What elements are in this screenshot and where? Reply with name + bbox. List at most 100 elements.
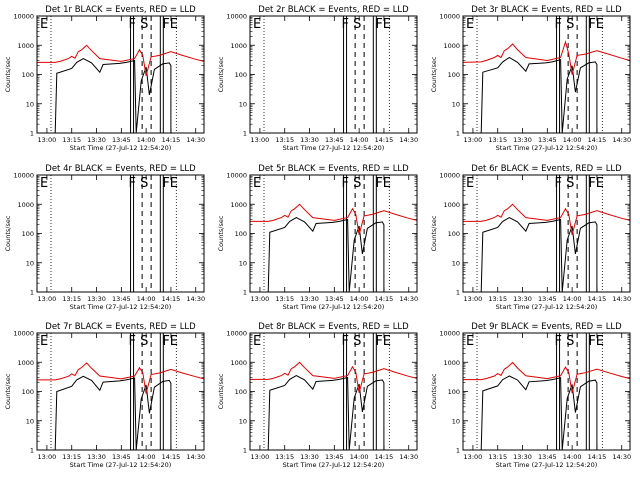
x-tick-label: 13:15	[275, 453, 294, 461]
marker-label-f: F	[555, 176, 562, 191]
y-tick-label: 1	[30, 289, 34, 297]
marker-label-e: E	[466, 334, 474, 349]
y-tick-label: 100	[22, 71, 34, 79]
x-tick-label: 13:00	[464, 136, 483, 144]
x-tick-label: 13:45	[538, 453, 557, 461]
marker-label-e: E	[40, 17, 48, 32]
y-tick-label: 1	[243, 289, 247, 297]
x-tick-label: 14:30	[612, 453, 631, 461]
y-tick-label: 10000	[439, 172, 460, 180]
x-axis-label: Start Time (27-Jul-12 12:54:20)	[283, 461, 385, 469]
marker-label-fe: FE	[588, 334, 604, 349]
x-tick-label: 14:00	[563, 295, 582, 303]
y-axis-label: Counts/sec	[430, 56, 438, 92]
marker-label-e: E	[253, 334, 261, 349]
x-tick-label: 13:45	[325, 295, 344, 303]
x-tick-label: 13:45	[112, 453, 131, 461]
marker-label-f: F	[129, 334, 136, 349]
y-tick-label: 1	[456, 130, 460, 138]
marker-label-fe: FE	[162, 176, 178, 191]
x-tick-label: 14:00	[563, 453, 582, 461]
x-tick-label: 13:00	[464, 453, 483, 461]
x-tick-label: 14:30	[612, 136, 631, 144]
y-tick-label: 1	[456, 447, 460, 455]
marker-label-fe: FE	[375, 334, 391, 349]
x-tick-label: 13:00	[38, 136, 57, 144]
y-tick-label: 1000	[230, 359, 247, 367]
panel-4: Det 4r BLACK = Events, RED = LLD E F S FE 1 10…	[4, 164, 205, 311]
y-tick-label: 1000	[443, 42, 460, 50]
x-tick-label: 14:00	[137, 295, 156, 303]
panel-1: Det 1r BLACK = Events, RED = LLD E F S FE 1 10…	[4, 5, 205, 152]
panel-title: Det 6r BLACK = Events, RED = LLD	[471, 164, 622, 174]
marker-label-f: F	[129, 176, 136, 191]
marker-label-s: S	[566, 334, 574, 349]
series-events	[37, 58, 172, 134]
x-tick-label: 13:30	[300, 453, 319, 461]
x-axis-label: Start Time (27-Jul-12 12:54:20)	[283, 144, 385, 152]
x-tick-label: 13:45	[325, 453, 344, 461]
x-tick-label: 13:00	[251, 295, 270, 303]
y-tick-label: 1000	[17, 359, 34, 367]
marker-label-s: S	[566, 17, 574, 32]
y-tick-label: 1000	[17, 201, 34, 209]
x-axis-label: Start Time (27-Jul-12 12:54:20)	[496, 144, 598, 152]
x-tick-label: 14:00	[350, 295, 369, 303]
x-tick-label: 13:15	[488, 453, 507, 461]
y-tick-label: 1	[30, 130, 34, 138]
marker-label-f: F	[555, 334, 562, 349]
marker-label-fe: FE	[588, 176, 604, 191]
y-tick-label: 100	[235, 230, 247, 238]
marker-label-e: E	[40, 176, 48, 191]
x-tick-label: 13:45	[538, 295, 557, 303]
marker-label-f: F	[342, 176, 349, 191]
panel-title: Det 3r BLACK = Events, RED = LLD	[471, 5, 622, 15]
x-tick-label: 14:30	[186, 295, 205, 303]
marker-label-fe: FE	[375, 176, 391, 191]
series-lld	[250, 361, 418, 393]
series-events	[463, 375, 598, 451]
marker-label-s: S	[140, 17, 148, 32]
y-axis-label: Counts/sec	[217, 215, 225, 251]
y-tick-label: 1000	[443, 359, 460, 367]
marker-label-s: S	[566, 176, 574, 191]
y-tick-label: 10000	[226, 172, 247, 180]
marker-label-s: S	[140, 176, 148, 191]
x-tick-label: 13:00	[464, 295, 483, 303]
x-tick-label: 13:30	[513, 295, 532, 303]
panel-2: Det 2r BLACK = Events, RED = LLD E F S FE 1 10…	[217, 5, 418, 152]
x-tick-label: 14:30	[399, 453, 418, 461]
x-tick-label: 14:15	[375, 295, 394, 303]
x-axis-label: Start Time (27-Jul-12 12:54:20)	[496, 461, 598, 469]
marker-label-e: E	[253, 176, 261, 191]
y-tick-label: 10000	[226, 330, 247, 338]
panel-title: Det 7r BLACK = Events, RED = LLD	[45, 322, 196, 332]
x-tick-label: 14:00	[137, 136, 156, 144]
series-lld	[37, 362, 205, 394]
x-tick-label: 13:30	[513, 453, 532, 461]
panel-7: Det 7r BLACK = Events, RED = LLD E F S FE 1 10…	[4, 322, 205, 469]
x-tick-label: 14:00	[563, 136, 582, 144]
y-axis-label: Counts/sec	[4, 215, 12, 251]
marker-label-fe: FE	[162, 17, 178, 32]
y-tick-label: 10	[452, 100, 460, 108]
x-tick-label: 14:00	[350, 453, 369, 461]
x-axis-label: Start Time (27-Jul-12 12:54:20)	[496, 303, 598, 311]
y-tick-label: 1	[30, 447, 34, 455]
y-tick-label: 1	[243, 447, 247, 455]
series-events	[463, 56, 598, 134]
marker-label-fe: FE	[588, 17, 604, 32]
y-tick-label: 10000	[13, 13, 34, 21]
y-tick-label: 10000	[439, 13, 460, 21]
series-lld	[463, 203, 631, 235]
y-tick-label: 10	[26, 417, 34, 425]
series-events	[250, 217, 385, 293]
panel-title: Det 5r BLACK = Events, RED = LLD	[258, 164, 409, 174]
y-tick-label: 10000	[439, 330, 460, 338]
x-tick-label: 13:00	[251, 453, 270, 461]
x-tick-label: 13:30	[87, 136, 106, 144]
series-events	[37, 375, 172, 451]
marker-label-e: E	[466, 176, 474, 191]
x-tick-label: 13:30	[300, 136, 319, 144]
x-tick-label: 13:45	[538, 136, 557, 144]
